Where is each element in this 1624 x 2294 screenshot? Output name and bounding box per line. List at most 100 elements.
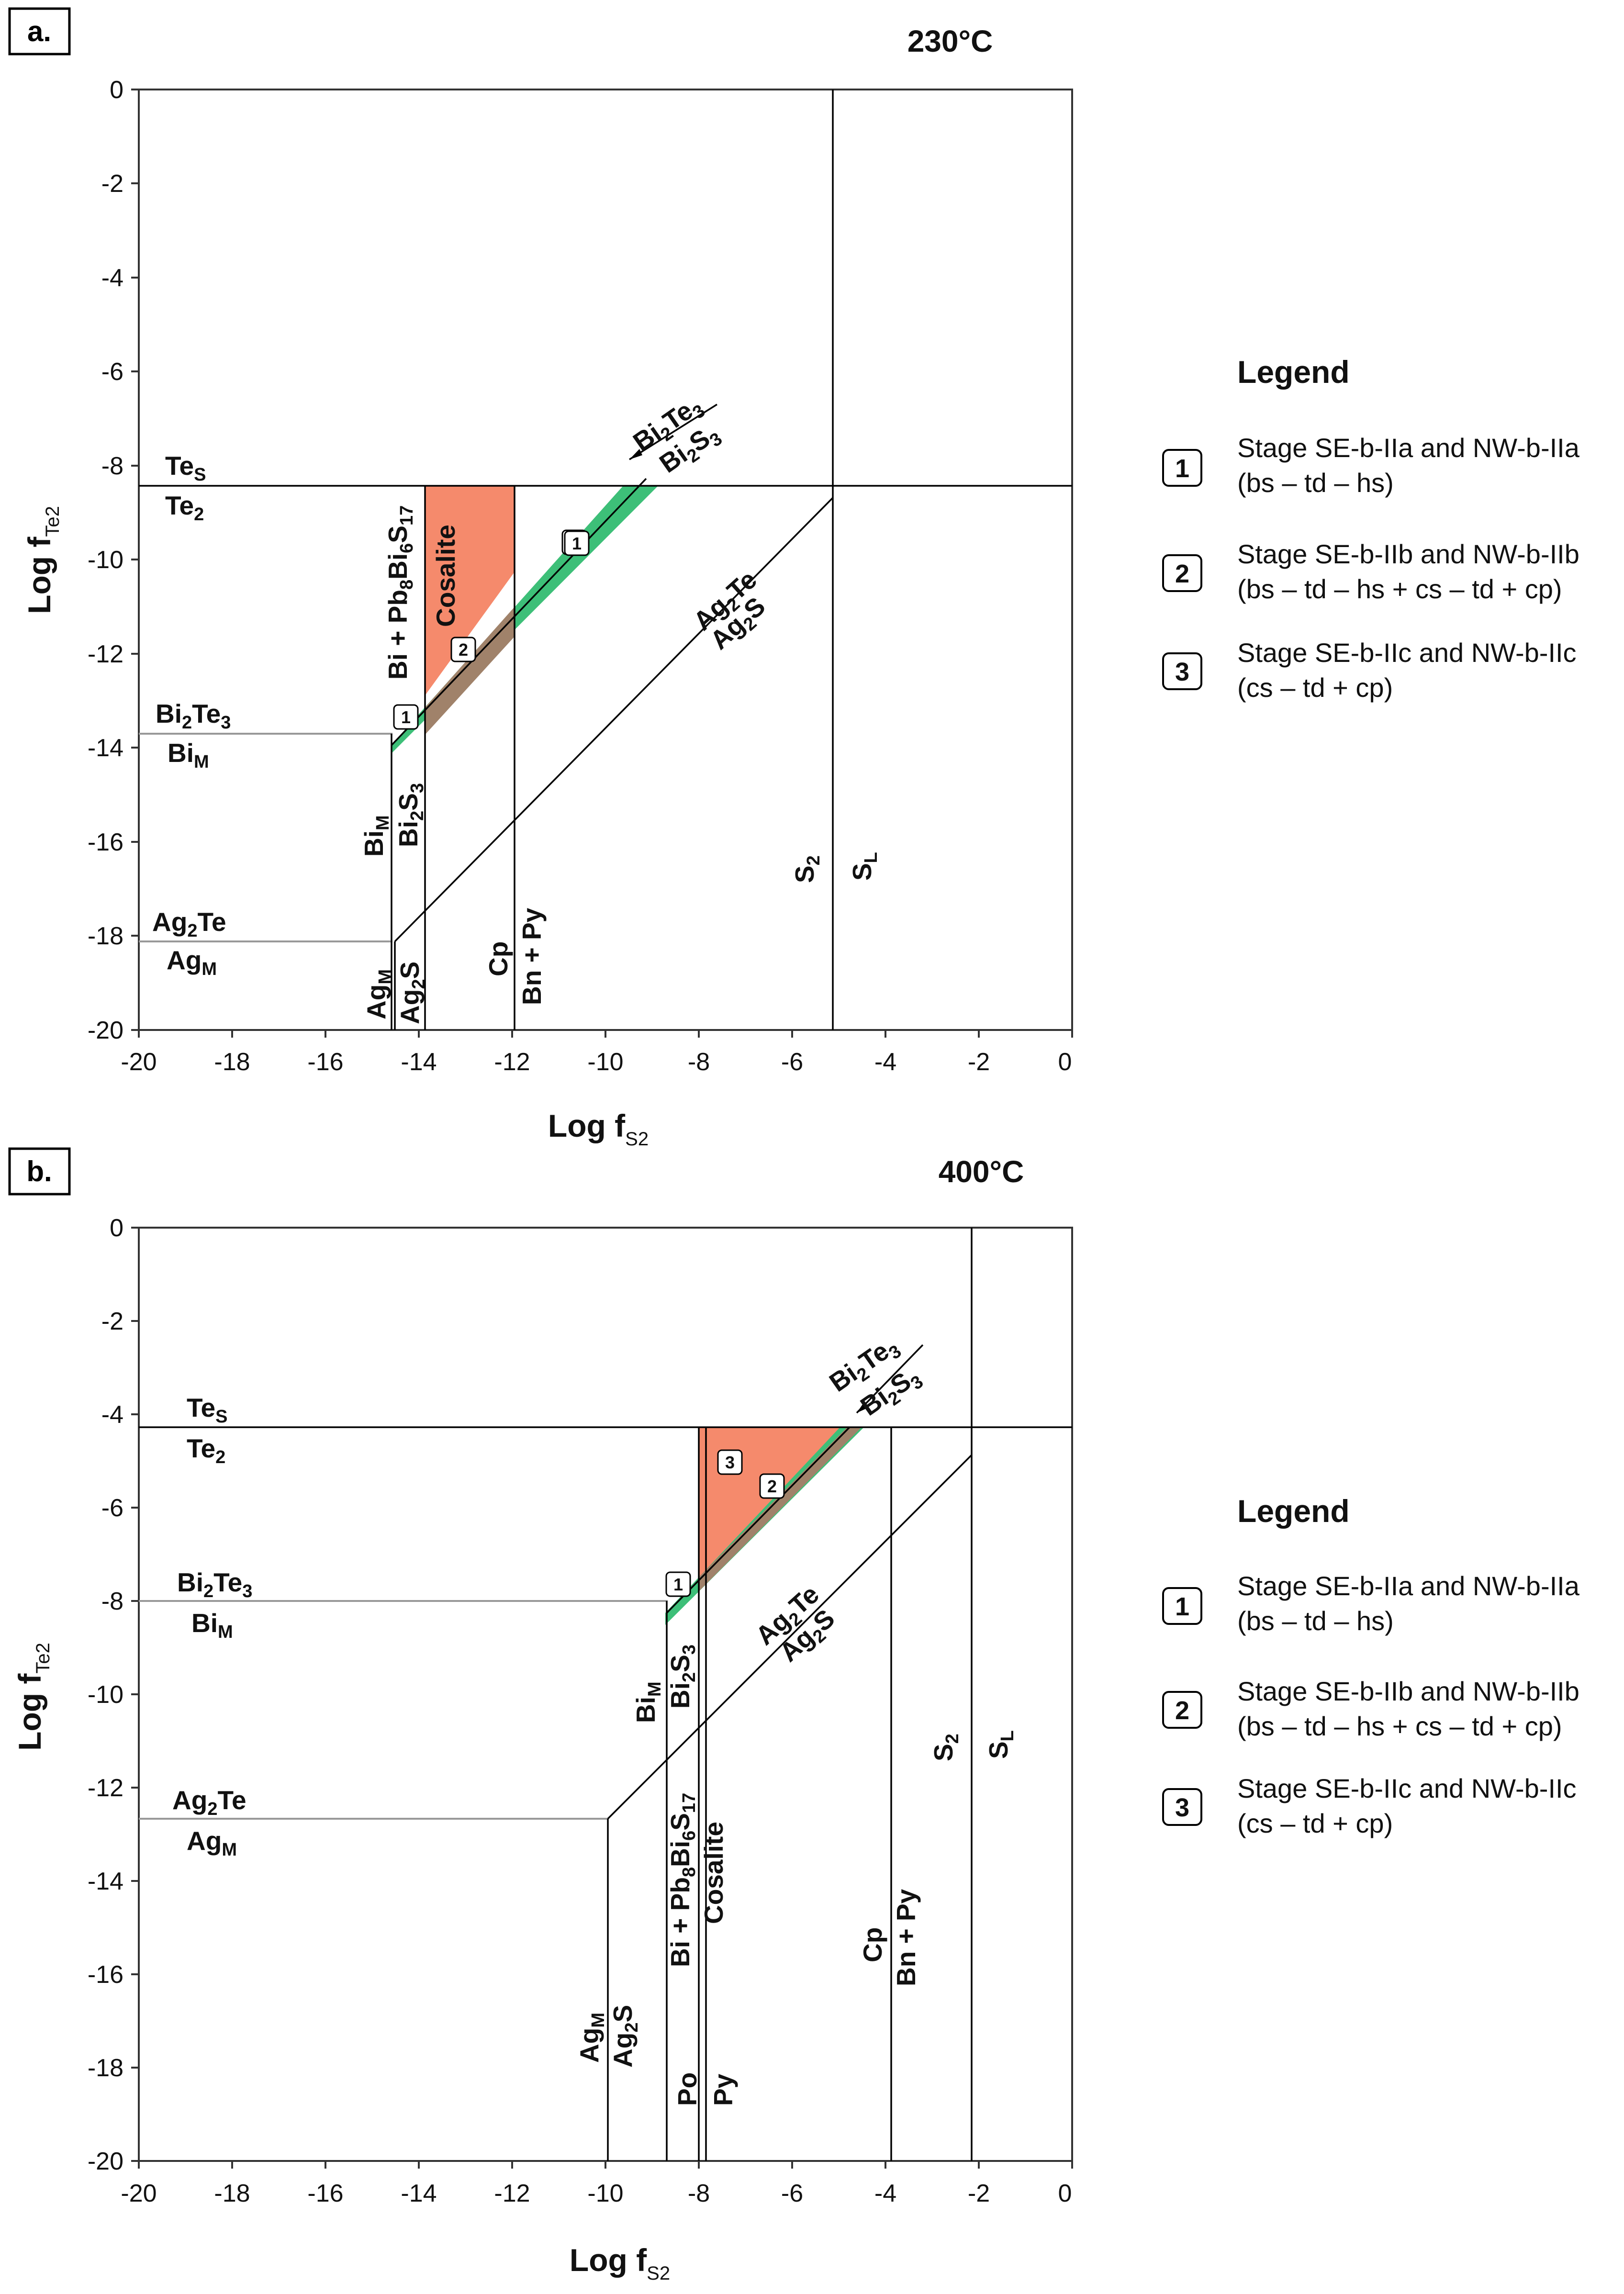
legend-b-item-2-num: 2 (1175, 1696, 1189, 1725)
panel-a-x-tick: -20 (121, 1048, 157, 1076)
panel-a-stage-markers: 3 (393, 529, 590, 730)
stage1-band-b (665, 1427, 864, 1625)
legend-title: Legend (1237, 354, 1350, 390)
label-ag2s-vertical-b: Ag2S (608, 2005, 642, 2068)
panel-b-y-tick: 0 (110, 1214, 123, 1242)
panel-b-legend: Legend 1 Stage SE-b-IIa and NW-b-IIa (bs… (1162, 1493, 1580, 1838)
stage-1-marker-upper (564, 530, 590, 556)
panel-b-x-tick: -2 (968, 2180, 990, 2207)
panel-b-y-tick: -16 (88, 1961, 123, 1989)
panel-a-x-ticks (138, 1030, 1073, 1038)
label-agm: AgM (167, 945, 217, 979)
label-s2: S2 (790, 855, 824, 883)
panel-b-y-tick: -18 (88, 2054, 123, 2082)
panel-b-stage-markers: 3 2 1 (665, 1449, 785, 1597)
panel-a-y-tick: -16 (88, 828, 123, 856)
label-cp-b: Cp (858, 1927, 887, 1962)
panel-a-label-box (8, 7, 71, 56)
legend-item-3-line1: Stage SE-b-IIc and NW-b-IIc (1237, 638, 1577, 668)
panel-b-y-axis-title: Log fTe2 (12, 1643, 54, 1751)
label-agm-b: AgM (187, 1826, 237, 1860)
panel-b-x-tick: -14 (401, 2180, 437, 2207)
panel-a-y-tick: 0 (110, 76, 123, 104)
panel-a-y-tick: -2 (101, 170, 123, 198)
legend-item-2-num: 2 (1175, 560, 1189, 588)
panel-a-x-tick: -14 (401, 1048, 437, 1076)
bi2te3-bi2s3-boundary-b (666, 1426, 851, 1614)
panel-b-y-tick: -14 (88, 1868, 123, 1895)
panel-b-x-tick: -18 (214, 2180, 250, 2207)
legend-b-item-3-line1: Stage SE-b-IIc and NW-b-IIc (1237, 1773, 1577, 1803)
label-ag2s-vertical: Ag2S (395, 962, 429, 1024)
label-bim: BiM (168, 738, 209, 772)
label-bim-vertical-b: BiM (631, 1681, 665, 1723)
label-bim-b: BiM (191, 1608, 233, 1642)
label-ag2te: Ag2Te (152, 907, 226, 941)
panel-b-y-tick: -6 (101, 1494, 123, 1522)
panel-a-x-tick: -18 (214, 1048, 250, 1076)
label-ag2te-b: Ag2Te (172, 1785, 246, 1819)
legend-b-item-2-box (1162, 1691, 1202, 1729)
cosalite-field (425, 486, 515, 695)
panel-a-x-tick: -16 (307, 1048, 343, 1076)
label-bn-py-b: Bn + Py (891, 1889, 921, 1986)
legend-b-item-1-line1: Stage SE-b-IIa and NW-b-IIa (1237, 1571, 1580, 1601)
legend-item-1-line1: Stage SE-b-IIa and NW-b-IIa (1237, 433, 1580, 463)
panel-b-temperature: 400°C (939, 1154, 1024, 1189)
label-te-s-b: TeS (187, 1393, 227, 1427)
legend-item-3-box (1162, 652, 1202, 690)
cosalite-label: Cosalite (431, 525, 460, 627)
legend-item-1-box (1162, 449, 1202, 487)
panel-b-y-tick: -20 (88, 2148, 123, 2175)
panel-b-y-tick: -2 (101, 1308, 123, 1335)
label-bi-pb8bi6s17: Bi + Pb8Bi6S17 (383, 505, 417, 680)
label-te2: Te2 (165, 491, 204, 525)
legend-b-item-1-box (1162, 1587, 1202, 1625)
legend-b-item-1-num: 1 (1175, 1592, 1189, 1621)
panel-b-label-box (8, 1147, 71, 1196)
label-bi-pb8bi6s17-b: Bi + Pb8Bi6S17 (665, 1793, 699, 1967)
stage-2-marker (450, 637, 476, 662)
panel-a-x-tick: -8 (688, 1048, 710, 1076)
panel-b-x-tick: 0 (1058, 2180, 1072, 2207)
legend-item-2-line1: Stage SE-b-IIb and NW-b-IIb (1237, 539, 1579, 569)
panel-a-y-axis-title: Log fTe2 (22, 506, 63, 614)
bi2te3-bi2s3-boundary (391, 478, 647, 746)
stage-1-marker-b (665, 1571, 691, 1597)
label-bim-vertical: BiM (359, 815, 393, 857)
panel-b-x-axis-title: Log fS2 (570, 2242, 670, 2284)
label-s2-b: S2 (929, 1734, 963, 1761)
panel-b-x-tick: -10 (587, 2180, 623, 2207)
panel-a-y-tick: -6 (101, 358, 123, 386)
label-bi2s3-vertical: Bi2S3 (393, 783, 427, 847)
panel-a-y-tick: -8 (101, 452, 123, 480)
label-bi2s3-vertical-b: Bi2S3 (665, 1645, 699, 1709)
panel-b-y-ticks (131, 1227, 139, 2162)
legend-item-1-line2: (bs – td – hs) (1237, 468, 1394, 498)
panel-b-y-tick: -10 (88, 1681, 123, 1709)
label-py-b: Py (708, 2073, 738, 2106)
label-te-s: TeS (165, 451, 206, 485)
panel-a-y-tick: -12 (88, 640, 123, 668)
panel-b-x-tick: -8 (688, 2180, 710, 2207)
label-agm-vertical-b: AgM (574, 2013, 608, 2063)
bi2te3-bi2s3-arrow-line-b (856, 1344, 924, 1414)
bi2te3-bi2s3-arrow-line (629, 403, 717, 460)
label-agm-vertical: AgM (361, 969, 395, 1019)
stage-1-marker-lower (393, 704, 419, 730)
stage-1-marker-upper-label: 1 (572, 534, 582, 553)
stage-2-marker-b (759, 1473, 785, 1499)
overlap-band-b (699, 1427, 862, 1591)
legend-item-1-num: 1 (1175, 454, 1189, 483)
stage-3-marker-b-label: 3 (725, 1453, 735, 1472)
label-sl: SL (847, 852, 881, 881)
panel-b-x-ticks (138, 2161, 1073, 2169)
panel-b-boundaries (139, 1228, 1072, 2161)
panel-b-y-tick: -8 (101, 1588, 123, 1615)
panel-a-x-tick: -4 (874, 1048, 896, 1076)
ag2te-ag2s-boundary-b (607, 1454, 973, 1820)
panel-a-y-ticks (131, 89, 139, 1031)
legend-item-3-num: 3 (1175, 658, 1189, 686)
stage-2-marker-label: 2 (459, 640, 468, 660)
panel-a-y-tick: -10 (88, 546, 123, 574)
